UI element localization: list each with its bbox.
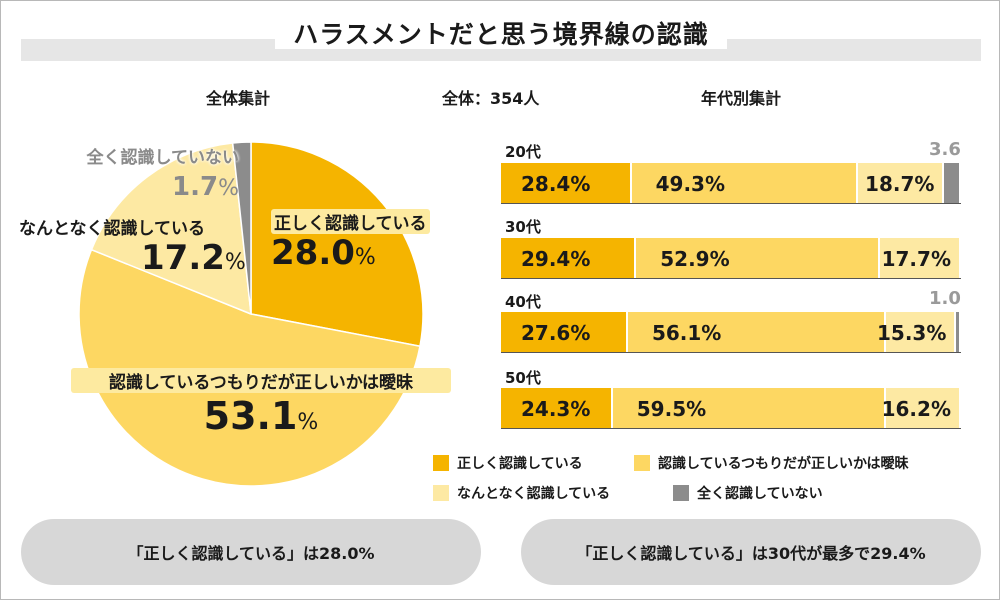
bar-segment-ambiguous: 52.9% [636,238,880,278]
legend-ambiguous: 認識しているつもりだが正しいかは曖昧 [634,453,908,473]
bar-value-label-none: 1.0 [929,288,961,309]
pie-label-ambiguous: 認識しているつもりだが正しいかは曖昧 53.1% [71,368,451,446]
bar-segment-none [944,163,961,203]
age-label-1: 30代 [505,218,541,236]
pie-pct-somewhat: 17.2% [141,238,246,278]
legend-swatch-correct [433,455,449,471]
bar-segment-correct: 24.3% [501,388,613,428]
pie-slice-ambiguous [78,248,421,487]
pie-pct-ambiguous: 53.1% [203,394,319,438]
overall-heading: 全体集計 [206,89,271,108]
bar-baseline-1 [501,278,961,279]
bar-value-label-none: 3.6 [929,139,961,160]
bar-segment-somewhat: 18.7% [858,163,945,203]
legend-somewhat: なんとなく認識している [433,483,610,503]
bar-value-label: 24.3% [521,397,591,421]
bar-value-label: 18.7% [865,172,935,196]
pie-chart [78,141,424,487]
total-respondents: 全体：354人 [442,89,540,108]
bar-value-label: 52.9% [660,247,730,271]
bar-value-label: 59.5% [636,397,707,421]
pie-cat-ambiguous: 認識しているつもりだが正しいかは曖昧 [71,368,451,393]
pie-slice-none [231,141,252,315]
pie-label-somewhat: なんとなく認識している 17.2% [19,214,246,282]
legend-swatch-ambiguous [634,455,650,471]
pie-cat-correct: 正しく認識している [271,209,430,234]
bar-segment-correct: 27.6% [501,312,628,352]
bar-value-label: 28.4% [521,172,591,196]
bar-segment-none [956,312,961,352]
pie-label-none: 全く認識していない 1.7% [59,143,240,208]
bar-baseline-2 [501,352,961,353]
legend-swatch-somewhat [433,485,449,501]
bar-baseline-3 [501,428,961,429]
bar-value-label: 27.6% [521,321,591,345]
by-age-heading: 年代別集計 [701,89,782,108]
pie-slice-correct [250,141,424,348]
pie-label-correct: 正しく認識している 28.0% [271,209,430,277]
bar-segment-correct: 28.4% [501,163,632,203]
bar-value-label: 29.4% [521,247,591,271]
age-label-2: 40代 [505,293,541,311]
bar-value-label: 49.3% [655,172,726,196]
age-label-3: 50代 [505,369,541,387]
legend-correct: 正しく認識している [433,453,583,473]
bar-segment-ambiguous: 56.1% [627,312,886,352]
bar-segment-somewhat: 15.3% [877,312,957,352]
page-title: ハラスメントだと思う境界線の認識 [1,15,999,51]
bar-baseline-0 [501,203,961,204]
summary-by-age: 「正しく認識している」は30代が最多で29.4% [521,519,981,585]
age-label-0: 20代 [505,143,541,161]
bar-segment-correct: 29.4% [501,238,637,278]
title-band [21,39,981,61]
bar-value-label: 56.1% [651,321,722,345]
bar-segment-ambiguous: 59.5% [612,388,887,428]
legend-none: 全く認識していない [673,483,823,503]
summary-overall: 「正しく認識している」は28.0% [21,519,481,585]
pie-cat-somewhat: なんとなく認識している [19,219,205,239]
pie-pct-none: 1.7% [172,172,239,202]
bar-value-label: 16.2% [881,397,951,421]
bar-segment-somewhat: 16.2% [882,388,961,428]
pie-pct-correct: 28.0% [271,233,376,273]
pie-slice-somewhat [90,142,252,316]
bar-segment-somewhat: 17.7% [879,238,961,278]
bar-segment-ambiguous: 49.3% [631,163,859,203]
bar-value-label: 15.3% [877,321,947,345]
legend-swatch-none [673,485,689,501]
pie-cat-none: 全く認識していない [86,148,240,168]
bar-value-label: 17.7% [881,247,951,271]
